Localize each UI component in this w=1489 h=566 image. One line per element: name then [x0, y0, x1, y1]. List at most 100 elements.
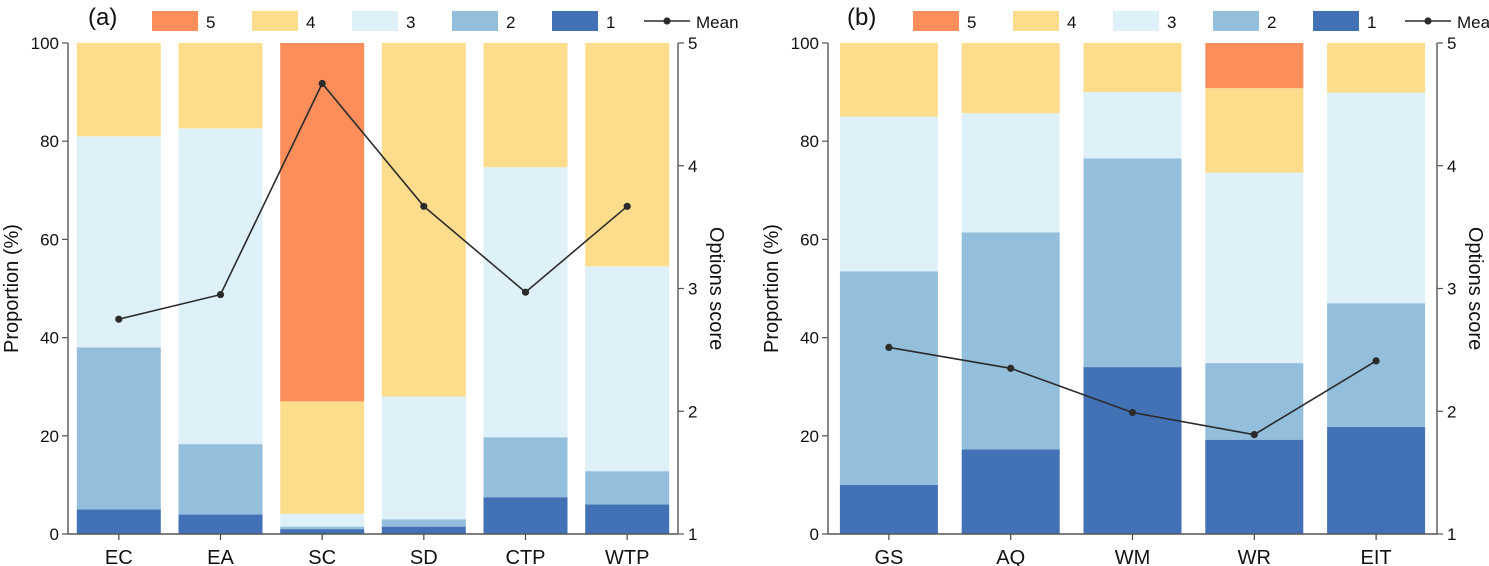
legend-mean-label: Mean: [1457, 13, 1489, 32]
bar-aq-level-3: [961, 113, 1060, 233]
mean-point-ctp: [521, 288, 530, 296]
bar-sd-level-3: [381, 396, 466, 520]
x-tick-label-aq: AQ: [996, 547, 1025, 566]
y2-tick-label-2: 2: [688, 402, 697, 421]
legend-swatch-2: [1213, 11, 1259, 31]
bar-wr-level-2: [1205, 363, 1304, 440]
bar-ctp-level-3: [483, 167, 568, 438]
x-tick-label-wtp: WTP: [605, 547, 649, 566]
y-tick-label-60: 60: [800, 230, 819, 249]
bar-wm-level-2: [1083, 158, 1182, 368]
legend-label-3: 3: [406, 13, 415, 32]
bar-ec-level-2: [76, 347, 161, 510]
y2-tick-label-2: 2: [1447, 402, 1456, 421]
bar-eit-level-3: [1327, 92, 1426, 304]
bar-ea-level-1: [178, 514, 263, 534]
bar-eit-level-2: [1327, 303, 1426, 427]
legend-swatch-3: [352, 11, 398, 31]
bar-sc-level-2: [280, 526, 365, 530]
mean-point-ea: [216, 291, 225, 299]
bar-wm-level-3: [1083, 92, 1182, 159]
legend-swatch-1: [552, 11, 598, 31]
y2-tick-label-5: 5: [1447, 34, 1456, 53]
panel-label: (a): [88, 4, 117, 31]
y2-tick-label-3: 3: [688, 280, 697, 299]
bar-eit-level-4: [1327, 43, 1426, 93]
x-tick-label-wr: WR: [1238, 547, 1271, 566]
legend-swatch-5: [152, 11, 198, 31]
bar-wtp-level-3: [585, 266, 670, 472]
y-tick-label-40: 40: [800, 329, 819, 348]
bar-sd-level-4: [381, 43, 466, 397]
y2-tick-label-3: 3: [1447, 280, 1456, 299]
x-tick-label-wm: WM: [1115, 547, 1151, 566]
y-axis-label: Proportion (%): [761, 224, 783, 353]
legend-swatch-5: [913, 11, 959, 31]
mean-point-wm: [1128, 408, 1137, 417]
legend-label-5: 5: [967, 13, 976, 32]
mean-line: [118, 82, 628, 320]
legend-label-3: 3: [1167, 13, 1176, 32]
y-tick-label-0: 0: [50, 525, 59, 544]
bar-ea-level-2: [178, 444, 263, 515]
legend-swatch-3: [1113, 11, 1159, 31]
bar-aq-level-4: [961, 43, 1060, 114]
bar-gs-level-1: [839, 484, 938, 534]
panel-a: EC EA SC SD CTP WTP 0 20 40 60 80 100 1 2 3 4 5 Proportio…: [1, 4, 739, 566]
legend-label-2: 2: [1267, 13, 1276, 32]
x-tick-label-ctp: CTP: [506, 547, 546, 566]
mean-point-sc: [318, 79, 326, 88]
bar-wr-level-5: [1205, 43, 1304, 89]
bar-ec-level-4: [76, 43, 161, 137]
y2-tick-label-1: 1: [1447, 525, 1456, 544]
mean-point-eit: [1372, 357, 1380, 365]
x-tick-label-ec: EC: [105, 547, 133, 566]
bar-gs-level-4: [839, 43, 938, 117]
y2-tick-label-1: 1: [688, 525, 697, 544]
x-tick-label-gs: GS: [874, 547, 903, 566]
x-tick-label-eit: EIT: [1361, 547, 1392, 566]
legend-label-2: 2: [506, 13, 515, 32]
bar-wtp-level-4: [585, 43, 670, 267]
bar-sc-level-5: [280, 43, 365, 402]
bar-wm-level-4: [1083, 43, 1182, 93]
legend-swatch-4: [1013, 11, 1059, 31]
bar-ea-level-3: [178, 128, 263, 445]
mean-point-wr: [1250, 431, 1258, 439]
bar-wr-level-4: [1205, 88, 1304, 173]
y2-axis-label: Options score: [705, 227, 727, 350]
panel-label: (b): [847, 4, 876, 31]
bar-ea-level-4: [178, 43, 263, 129]
y2-axis-label: Options score: [1464, 227, 1486, 350]
legend-swatch-1: [1313, 11, 1359, 31]
bar-sc-level-3: [280, 513, 365, 527]
bar-eit-level-1: [1327, 427, 1426, 534]
mean-point-sd: [420, 202, 428, 210]
legend-swatch-4: [252, 11, 298, 31]
legend-mean-marker: [1424, 17, 1432, 25]
y-tick-label-80: 80: [800, 132, 819, 151]
y2-tick-label-4: 4: [1447, 157, 1456, 176]
y2-tick-label-4: 4: [688, 157, 697, 176]
bar-ec-level-1: [76, 509, 161, 534]
y-tick-label-20: 20: [40, 427, 59, 446]
x-tick-label-sc: SC: [308, 547, 336, 566]
y-axis-label: Proportion (%): [1, 224, 23, 353]
x-tick-label-ea: EA: [207, 547, 234, 566]
legend-label-4: 4: [306, 13, 315, 32]
legend-mean-label: Mean: [696, 13, 739, 32]
bar-wtp-level-1: [585, 504, 670, 534]
legend-swatch-2: [452, 11, 498, 31]
y-tick-label-100: 100: [31, 34, 59, 53]
bar-wr-level-3: [1205, 172, 1304, 364]
mean-point-ec: [115, 315, 123, 323]
y-tick-label-80: 80: [40, 132, 59, 151]
mean-point-gs: [885, 343, 893, 351]
bar-aq-level-2: [961, 232, 1060, 450]
y-tick-label-0: 0: [810, 525, 819, 544]
x-tick-label-sd: SD: [410, 547, 438, 566]
bar-sc-level-4: [280, 401, 365, 514]
legend-mean-marker: [663, 17, 671, 25]
bar-sd-level-1: [381, 526, 466, 534]
